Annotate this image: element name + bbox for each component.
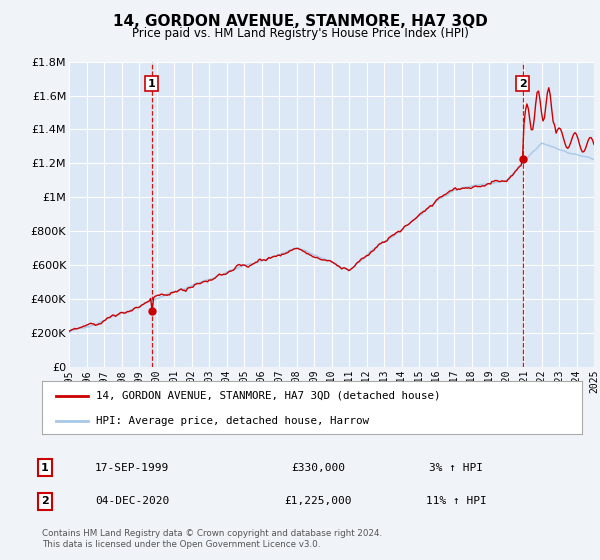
Text: 1: 1 [148,78,155,88]
Text: 11% ↑ HPI: 11% ↑ HPI [425,496,487,506]
Text: 3% ↑ HPI: 3% ↑ HPI [429,463,483,473]
Text: Contains HM Land Registry data © Crown copyright and database right 2024.
This d: Contains HM Land Registry data © Crown c… [42,529,382,549]
Text: £330,000: £330,000 [291,463,345,473]
Text: 1: 1 [41,463,49,473]
Text: Price paid vs. HM Land Registry's House Price Index (HPI): Price paid vs. HM Land Registry's House … [131,27,469,40]
Text: 17-SEP-1999: 17-SEP-1999 [95,463,169,473]
Text: 14, GORDON AVENUE, STANMORE, HA7 3QD: 14, GORDON AVENUE, STANMORE, HA7 3QD [113,14,487,29]
Text: £1,225,000: £1,225,000 [284,496,352,506]
Text: 04-DEC-2020: 04-DEC-2020 [95,496,169,506]
Text: 14, GORDON AVENUE, STANMORE, HA7 3QD (detached house): 14, GORDON AVENUE, STANMORE, HA7 3QD (de… [96,391,440,401]
Text: HPI: Average price, detached house, Harrow: HPI: Average price, detached house, Harr… [96,416,369,426]
Text: 2: 2 [41,496,49,506]
Text: 2: 2 [519,78,526,88]
